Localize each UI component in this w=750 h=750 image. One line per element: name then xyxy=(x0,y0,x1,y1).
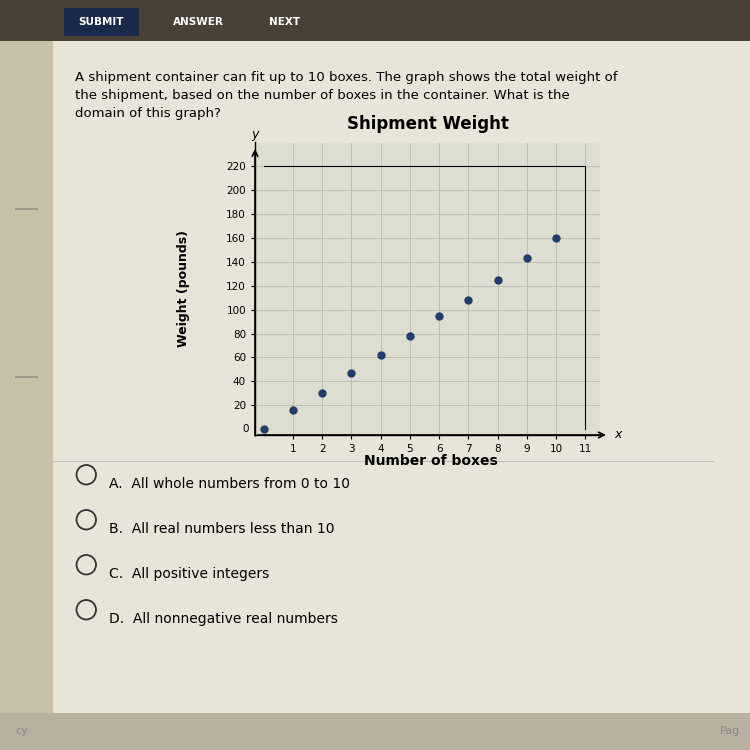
Title: Shipment Weight: Shipment Weight xyxy=(346,115,508,133)
Point xyxy=(316,387,328,399)
Point xyxy=(375,349,387,361)
Text: D.  All nonnegative real numbers: D. All nonnegative real numbers xyxy=(109,612,338,626)
Text: B.  All real numbers less than 10: B. All real numbers less than 10 xyxy=(109,522,334,536)
Point xyxy=(463,294,475,306)
Point xyxy=(521,252,533,264)
Text: A.  All whole numbers from 0 to 10: A. All whole numbers from 0 to 10 xyxy=(109,477,350,490)
Text: y: y xyxy=(251,128,259,141)
Text: cy: cy xyxy=(15,726,28,736)
Text: 0: 0 xyxy=(243,424,249,434)
Text: A shipment container can fit up to 10 boxes. The graph shows the total weight of: A shipment container can fit up to 10 bo… xyxy=(75,71,617,120)
Point xyxy=(433,310,445,322)
Text: NEXT: NEXT xyxy=(269,16,301,27)
Text: SUBMIT: SUBMIT xyxy=(79,16,124,27)
Point xyxy=(404,330,416,342)
Text: Pag: Pag xyxy=(720,726,740,736)
Text: x: x xyxy=(614,428,622,442)
Text: C.  All positive integers: C. All positive integers xyxy=(109,567,269,580)
Text: Number of boxes: Number of boxes xyxy=(364,454,498,468)
Point xyxy=(346,367,358,379)
Text: Weight (pounds): Weight (pounds) xyxy=(177,230,190,347)
Point xyxy=(287,404,299,416)
Text: ANSWER: ANSWER xyxy=(173,16,224,27)
Point xyxy=(258,423,270,435)
Point xyxy=(492,274,504,286)
Point xyxy=(550,232,562,244)
